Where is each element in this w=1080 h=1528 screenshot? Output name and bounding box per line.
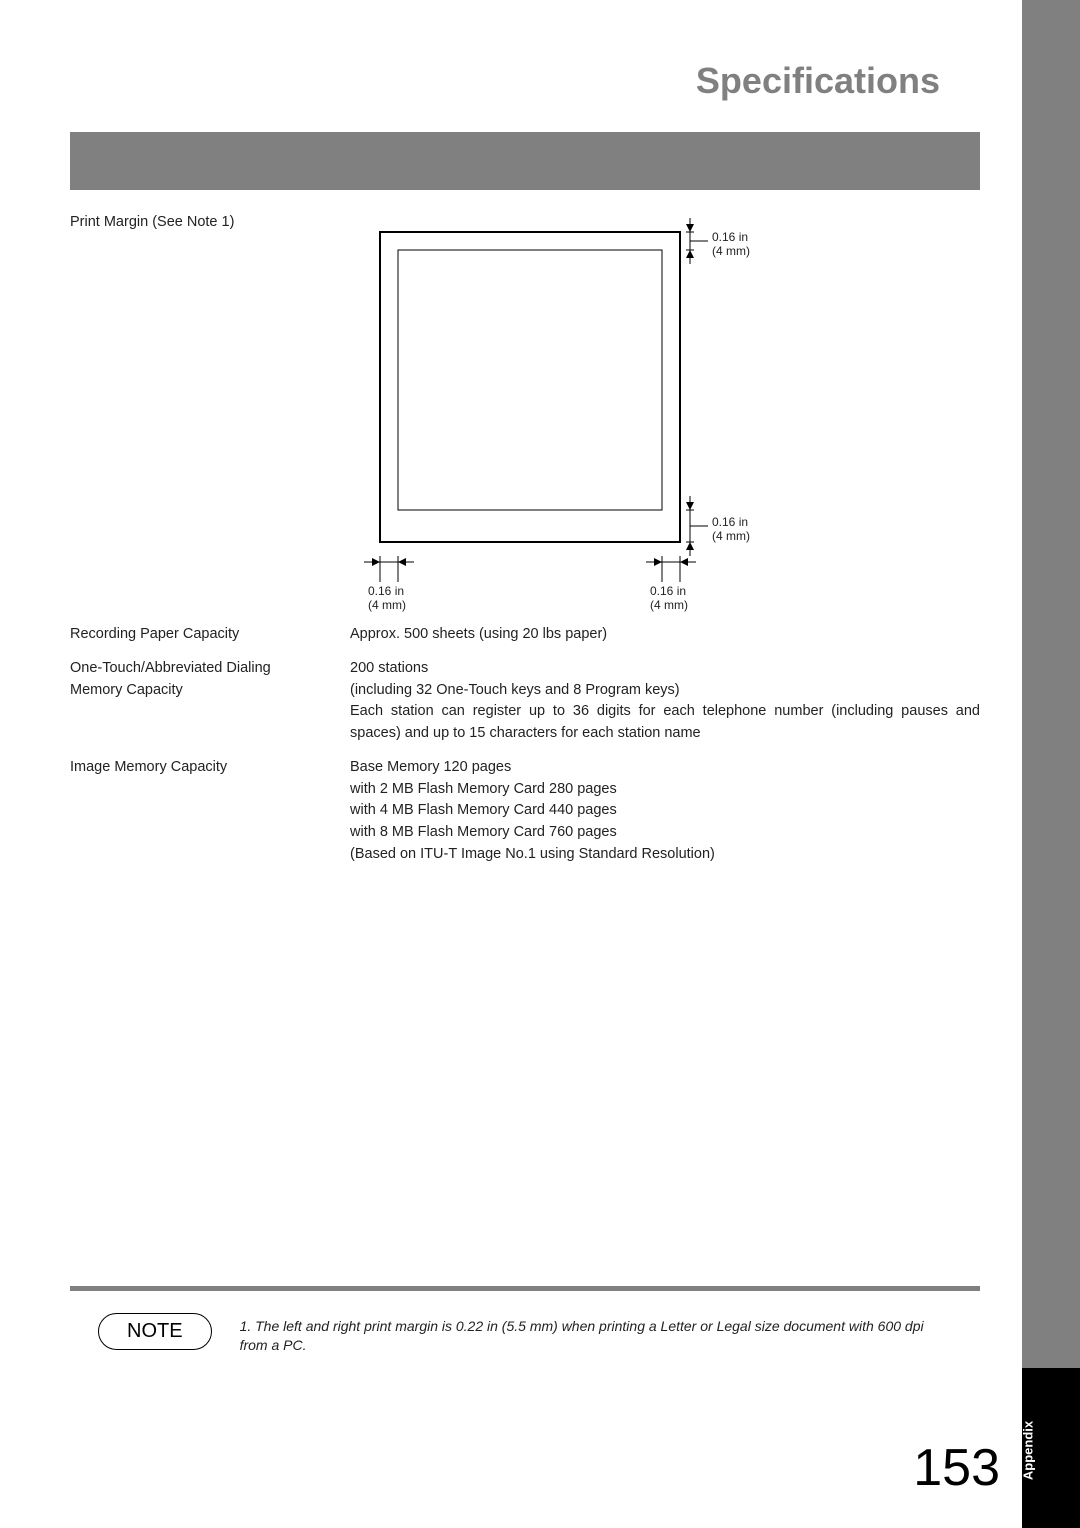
spec-label-dialing-memory: One-Touch/Abbreviated Dialing Memory Cap… — [70, 658, 350, 745]
top-margin-label: 0.16 in (4 mm) — [712, 230, 750, 259]
margin-diagram-svg — [350, 212, 780, 612]
img-v3: with 4 MB Flash Memory Card 440 pages — [350, 800, 980, 822]
right-margin-mm: (4 mm) — [712, 529, 750, 543]
img-v2: with 2 MB Flash Memory Card 280 pages — [350, 779, 980, 801]
note-section: NOTE 1. The left and right print margin … — [70, 1313, 980, 1356]
section-bar — [70, 132, 980, 190]
br-margin-mm: (4 mm) — [650, 598, 688, 612]
appendix-label: Appendix — [1021, 1411, 1036, 1491]
spec-value-print-margin: 0.16 in (4 mm) 0.16 in (4 mm) 0.16 in (4… — [350, 212, 980, 612]
spec-value-dialing-memory: 200 stations (including 32 One-Touch key… — [350, 658, 980, 745]
spec-value-recording-paper: Approx. 500 sheets (using 20 lbs paper) — [350, 624, 980, 646]
img-v4: with 8 MB Flash Memory Card 760 pages — [350, 822, 980, 844]
spec-value-image-memory: Base Memory 120 pages with 2 MB Flash Me… — [350, 757, 980, 866]
spec-recording-paper: Recording Paper Capacity Approx. 500 she… — [70, 624, 980, 646]
spec-label-print-margin: Print Margin (See Note 1) — [70, 212, 350, 612]
br-margin-in: 0.16 in — [650, 584, 686, 598]
bl-margin-in: 0.16 in — [368, 584, 404, 598]
note-pill: NOTE — [98, 1313, 212, 1350]
top-margin-in: 0.16 in — [712, 230, 748, 244]
bl-margin-mm: (4 mm) — [368, 598, 406, 612]
spec-label-recording-paper: Recording Paper Capacity — [70, 624, 350, 646]
right-gray-strip — [1022, 0, 1080, 1528]
dialing-v3: Each station can register up to 36 digit… — [350, 701, 980, 745]
bottom-right-margin-label: 0.16 in (4 mm) — [650, 584, 688, 613]
dialing-label-2: Memory Capacity — [70, 682, 183, 698]
page-title: Specifications — [70, 60, 980, 102]
page-number: 153 — [913, 1438, 1000, 1498]
dialing-v2: (including 32 One-Touch keys and 8 Progr… — [350, 680, 980, 702]
footer-rule — [70, 1286, 980, 1291]
spec-image-memory: Image Memory Capacity Base Memory 120 pa… — [70, 757, 980, 866]
right-margin-in: 0.16 in — [712, 515, 748, 529]
right-margin-label: 0.16 in (4 mm) — [712, 515, 750, 544]
margin-diagram: 0.16 in (4 mm) 0.16 in (4 mm) 0.16 in (4… — [350, 212, 780, 612]
spec-print-margin: Print Margin (See Note 1) — [70, 212, 980, 612]
spec-dialing-memory: One-Touch/Abbreviated Dialing Memory Cap… — [70, 658, 980, 745]
img-v5: (Based on ITU-T Image No.1 using Standar… — [350, 844, 980, 866]
dialing-v1: 200 stations — [350, 658, 980, 680]
spec-label-image-memory: Image Memory Capacity — [70, 757, 350, 866]
note-text: 1. The left and right print margin is 0.… — [240, 1313, 980, 1356]
dialing-label-1: One-Touch/Abbreviated Dialing — [70, 660, 271, 676]
page-content: Specifications Print Margin (See Note 1) — [70, 60, 980, 1356]
top-margin-mm: (4 mm) — [712, 244, 750, 258]
bottom-left-margin-label: 0.16 in (4 mm) — [368, 584, 406, 613]
img-v1: Base Memory 120 pages — [350, 757, 980, 779]
